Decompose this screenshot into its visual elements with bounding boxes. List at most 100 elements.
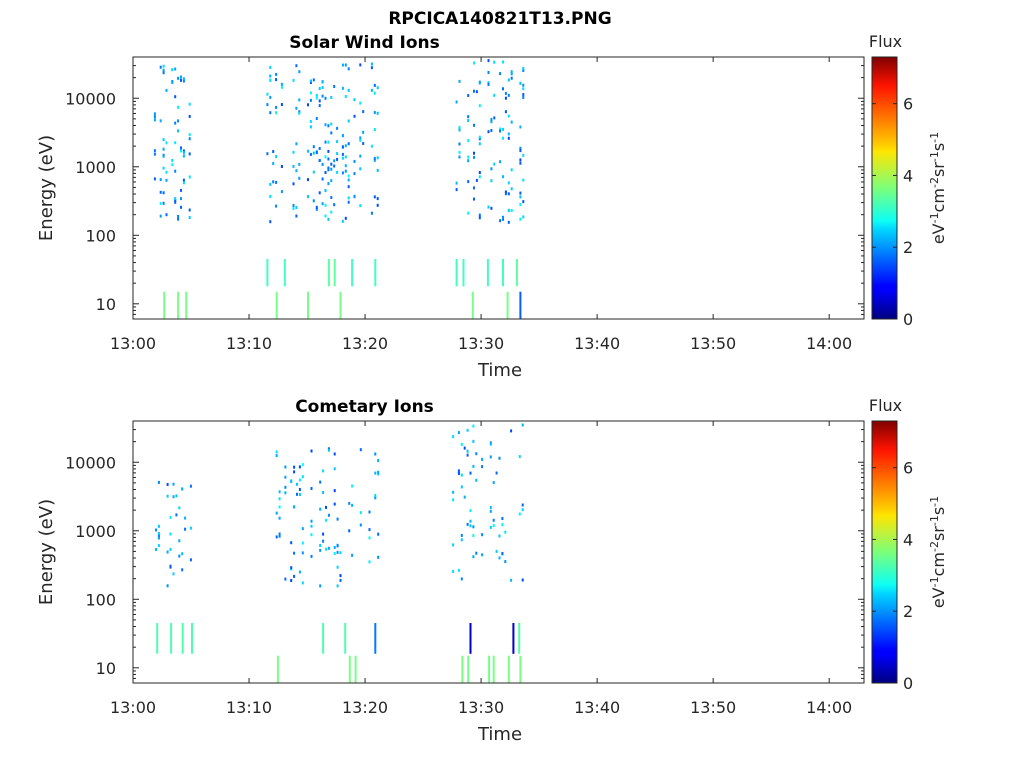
flux-cell xyxy=(312,170,315,174)
flux-cell xyxy=(153,115,156,119)
flux-cell xyxy=(333,552,336,555)
flux-cell xyxy=(312,78,315,82)
flux-cell xyxy=(469,471,472,475)
flux-cell xyxy=(280,190,283,194)
flux-bar xyxy=(374,623,377,654)
flux-cell xyxy=(377,555,380,559)
flux-cell xyxy=(321,177,324,181)
flux-cell xyxy=(478,216,481,220)
flux-cell xyxy=(507,114,510,118)
flux-cell xyxy=(519,81,522,85)
flux-cell xyxy=(348,501,351,505)
colorbar-tick-label: 0 xyxy=(903,310,913,329)
flux-cell xyxy=(493,162,496,166)
flux-cell xyxy=(165,213,168,217)
flux-cell xyxy=(269,74,272,78)
flux-cell xyxy=(319,544,322,547)
flux-cell xyxy=(293,465,296,469)
flux-cell xyxy=(348,529,351,533)
flux-cell xyxy=(280,82,283,86)
flux-cell xyxy=(333,452,336,456)
flux-cell xyxy=(155,548,157,551)
flux-bar xyxy=(333,259,336,287)
flux-cell xyxy=(182,154,185,158)
x-tick-label: 13:50 xyxy=(690,698,736,717)
flux-cell xyxy=(178,554,181,558)
flux-cell xyxy=(498,534,501,538)
flux-bar xyxy=(502,259,504,287)
x-tick-label: 13:10 xyxy=(226,334,272,353)
flux-cell xyxy=(178,506,181,510)
flux-cell xyxy=(321,80,324,84)
flux-cell xyxy=(181,568,184,572)
flux-cell xyxy=(292,150,295,154)
flux-cell xyxy=(344,216,347,220)
cometary-ions-panel: Cometary Ions 13:00 13:10 13:20 13:30 13:40 13… xyxy=(36,396,948,745)
flux-cell xyxy=(519,149,522,153)
flux-cell xyxy=(333,489,336,493)
flux-cell xyxy=(172,495,175,499)
flux-cell xyxy=(180,75,182,79)
flux-cell xyxy=(460,473,463,477)
flux-cell xyxy=(373,128,376,132)
flux-cell xyxy=(339,574,342,578)
flux-cell xyxy=(315,117,318,120)
flux-cell xyxy=(153,112,156,116)
flux-cell xyxy=(162,166,165,170)
flux-cell xyxy=(165,170,168,174)
flux-cell xyxy=(266,92,269,96)
flux-bar xyxy=(351,259,354,287)
y-tick-label: 10 xyxy=(96,659,116,678)
flux-cell xyxy=(295,214,298,218)
flux-cell xyxy=(333,502,336,506)
flux-cell xyxy=(292,182,295,186)
flux-cell xyxy=(327,448,330,452)
flux-cell xyxy=(481,553,484,557)
flux-cell xyxy=(280,85,283,89)
flux-cell xyxy=(373,83,376,87)
flux-cell xyxy=(159,201,162,205)
flux-cell xyxy=(336,170,339,174)
flux-cell xyxy=(498,556,501,560)
flux-cell xyxy=(478,171,481,174)
flux-cell xyxy=(344,144,347,148)
flux-cell xyxy=(174,95,177,99)
flux-cell xyxy=(452,435,455,439)
flux-cell xyxy=(318,147,321,150)
flux-cell xyxy=(475,478,478,482)
flux-cell xyxy=(327,140,330,144)
flux-cell xyxy=(344,155,347,159)
flux-cell xyxy=(458,125,461,129)
flux-cell xyxy=(466,453,469,457)
flux-cell xyxy=(490,179,493,183)
flux-cell xyxy=(333,164,336,168)
flux-cell xyxy=(490,118,493,121)
flux-cell xyxy=(502,60,504,64)
flux-cell xyxy=(478,142,481,146)
flux-cell xyxy=(310,524,313,528)
flux-cell xyxy=(489,525,492,529)
flux-cell xyxy=(473,186,475,190)
flux-cell xyxy=(473,155,475,159)
flux-cell xyxy=(169,515,172,519)
flux-cell xyxy=(275,535,278,539)
flux-cell xyxy=(278,534,281,538)
flux-cell xyxy=(510,168,513,172)
figure-title: RPCICA140821T13.PNG xyxy=(388,9,611,29)
flux-cell xyxy=(473,197,475,201)
flux-cell xyxy=(295,206,298,209)
flux-cell xyxy=(180,149,182,153)
flux-cell xyxy=(292,204,295,207)
flux-cell xyxy=(188,102,191,106)
flux-cell xyxy=(157,544,160,548)
flux-cell xyxy=(368,536,371,540)
flux-cell xyxy=(359,448,362,452)
x-tick-label: 13:40 xyxy=(574,334,620,353)
flux-cell xyxy=(159,178,162,182)
flux-cell xyxy=(292,207,295,211)
flux-cell xyxy=(169,547,172,551)
flux-cell xyxy=(166,494,169,498)
flux-cell xyxy=(284,475,287,479)
flux-cell xyxy=(489,442,492,446)
flux-cell xyxy=(521,423,524,427)
